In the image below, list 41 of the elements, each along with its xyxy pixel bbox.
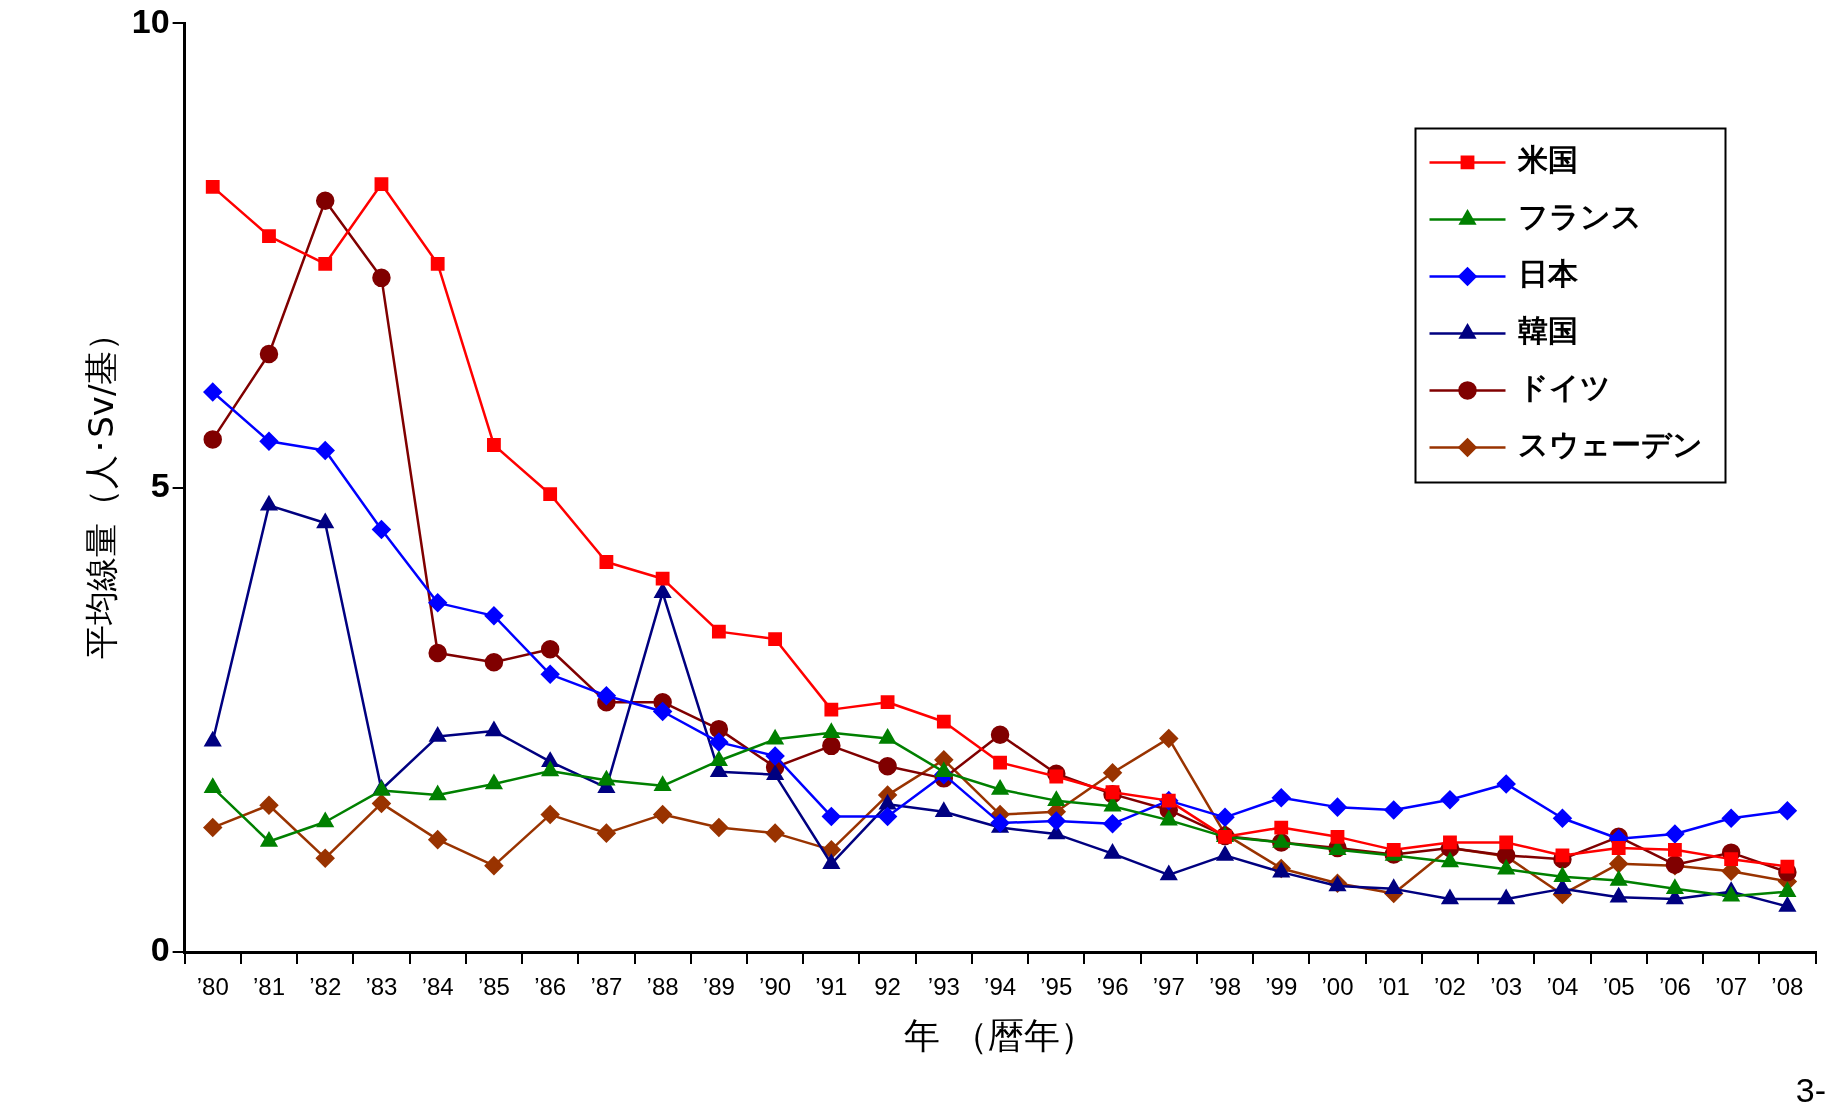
y-tick-label: 10 <box>131 1 170 40</box>
x-tick-label: ’03 <box>1490 973 1523 1001</box>
x-tick-label: ’81 <box>252 973 285 1001</box>
x-tick-label: ’98 <box>1208 973 1242 1001</box>
x-tick-label: ’86 <box>534 973 567 1001</box>
x-tick-label: ’94 <box>984 973 1017 1001</box>
text: 3- <box>1795 1071 1826 1110</box>
x-tick-label: ’89 <box>702 973 735 1001</box>
x-tick-label: ’88 <box>646 973 679 1001</box>
x-tick-label: ’93 <box>927 973 960 1001</box>
y-tick-label: 0 <box>150 930 170 969</box>
legend-label: スウェーデン <box>1517 427 1703 463</box>
x-tick-label: ’07 <box>1715 973 1748 1001</box>
x-tick-label: ’06 <box>1658 973 1691 1001</box>
x-tick-label: ’02 <box>1433 973 1466 1001</box>
legend-label: 米国 <box>1516 142 1578 178</box>
x-tick-label: ’91 <box>815 973 848 1001</box>
x-tick-label: ’85 <box>477 973 510 1001</box>
y-axis-title: 平均線量（人･Sv/基） <box>81 316 122 659</box>
x-tick-label: ’84 <box>421 973 454 1001</box>
x-tick-label: ’96 <box>1096 973 1129 1001</box>
x-tick-label: ’83 <box>365 973 398 1001</box>
x-tick-label: ’05 <box>1602 973 1635 1001</box>
x-tick-label: ’08 <box>1771 973 1804 1001</box>
legend-label: ドイツ <box>1517 370 1611 406</box>
x-tick-label: ’95 <box>1040 973 1073 1001</box>
legend-label: 韓国 <box>1517 313 1578 349</box>
x-tick-label: ’87 <box>590 973 623 1001</box>
x-tick-label: ’00 <box>1321 973 1354 1001</box>
x-tick-label: ’80 <box>196 973 229 1001</box>
x-axis-title: 年 （暦年） <box>904 1014 1096 1056</box>
x-tick-label: ’04 <box>1546 973 1579 1001</box>
legend-label: 日本 <box>1517 256 1579 292</box>
x-tick-label: 92 <box>874 973 901 1001</box>
x-tick-label: ’82 <box>309 973 342 1001</box>
x-tick-label: ’01 <box>1377 973 1410 1001</box>
x-tick-label: ’99 <box>1265 973 1298 1001</box>
x-tick-label: ’90 <box>759 973 792 1001</box>
x-tick-label: ’97 <box>1152 973 1185 1001</box>
y-tick-label: 5 <box>150 466 170 505</box>
legend-label: フランス <box>1517 199 1642 235</box>
